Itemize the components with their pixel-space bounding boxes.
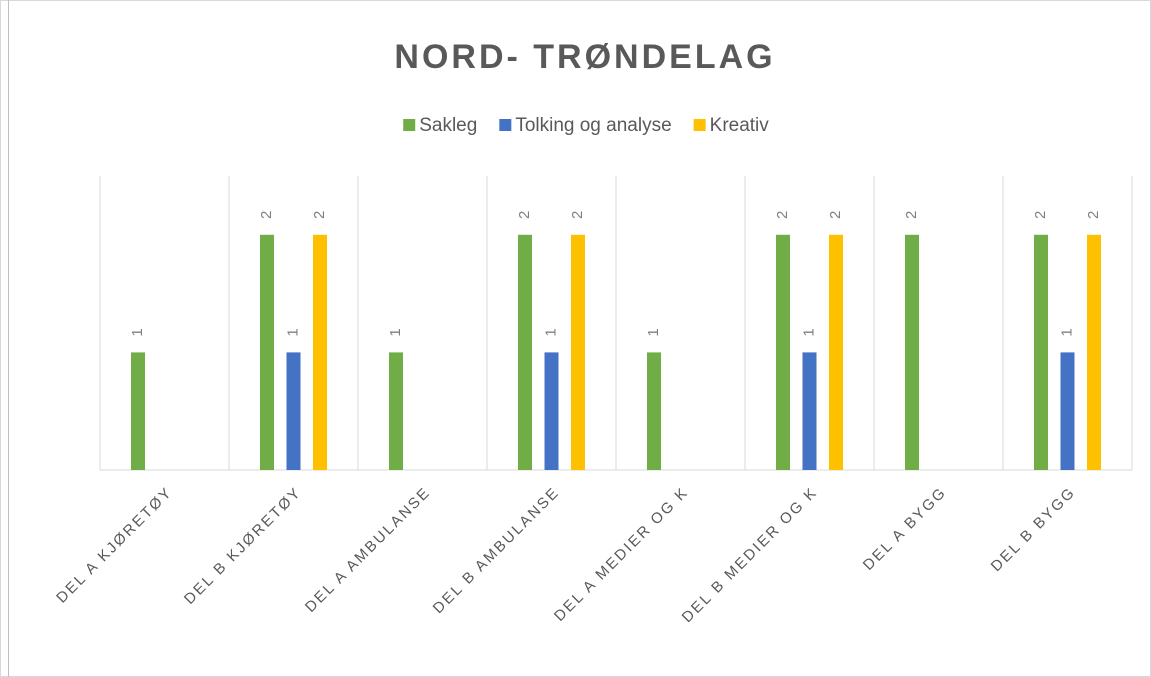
data-label: 2 xyxy=(1032,211,1049,219)
data-label: 1 xyxy=(1058,328,1075,336)
bar xyxy=(286,352,301,470)
data-label: 1 xyxy=(645,328,662,336)
data-label: 2 xyxy=(516,211,533,219)
bar xyxy=(260,234,274,470)
bar xyxy=(571,234,585,470)
data-label: 1 xyxy=(387,328,404,336)
bar xyxy=(776,234,790,470)
bar xyxy=(1034,234,1048,470)
legend: Sakleg Tolking og analyse Kreativ xyxy=(403,115,769,136)
data-label: 2 xyxy=(827,211,844,219)
data-label: 1 xyxy=(129,328,146,336)
legend-label: Sakleg xyxy=(419,115,477,136)
legend-swatch xyxy=(403,119,416,131)
bar xyxy=(518,234,532,470)
data-label: 1 xyxy=(800,328,817,336)
bar xyxy=(544,352,559,470)
bar xyxy=(802,352,817,470)
data-label: 2 xyxy=(311,211,328,219)
data-label: 2 xyxy=(569,211,586,219)
data-label: 1 xyxy=(542,328,559,336)
bar xyxy=(1060,352,1075,470)
data-label: 2 xyxy=(774,211,791,219)
bar xyxy=(905,234,919,470)
bar xyxy=(829,234,843,470)
data-label: 2 xyxy=(903,211,920,219)
bar xyxy=(1087,234,1101,470)
chart-title: NORD- TRØNDELAG xyxy=(394,38,775,76)
bar xyxy=(389,352,403,470)
legend-swatch xyxy=(499,119,512,131)
legend-swatch xyxy=(693,119,706,131)
data-label: 1 xyxy=(284,328,301,336)
bar xyxy=(131,352,145,470)
bar xyxy=(647,352,661,470)
bar xyxy=(313,234,327,470)
legend-label: Kreativ xyxy=(710,115,770,136)
legend-label: Tolking og analyse xyxy=(515,115,671,136)
data-label: 2 xyxy=(258,211,275,219)
data-label: 2 xyxy=(1085,211,1102,219)
